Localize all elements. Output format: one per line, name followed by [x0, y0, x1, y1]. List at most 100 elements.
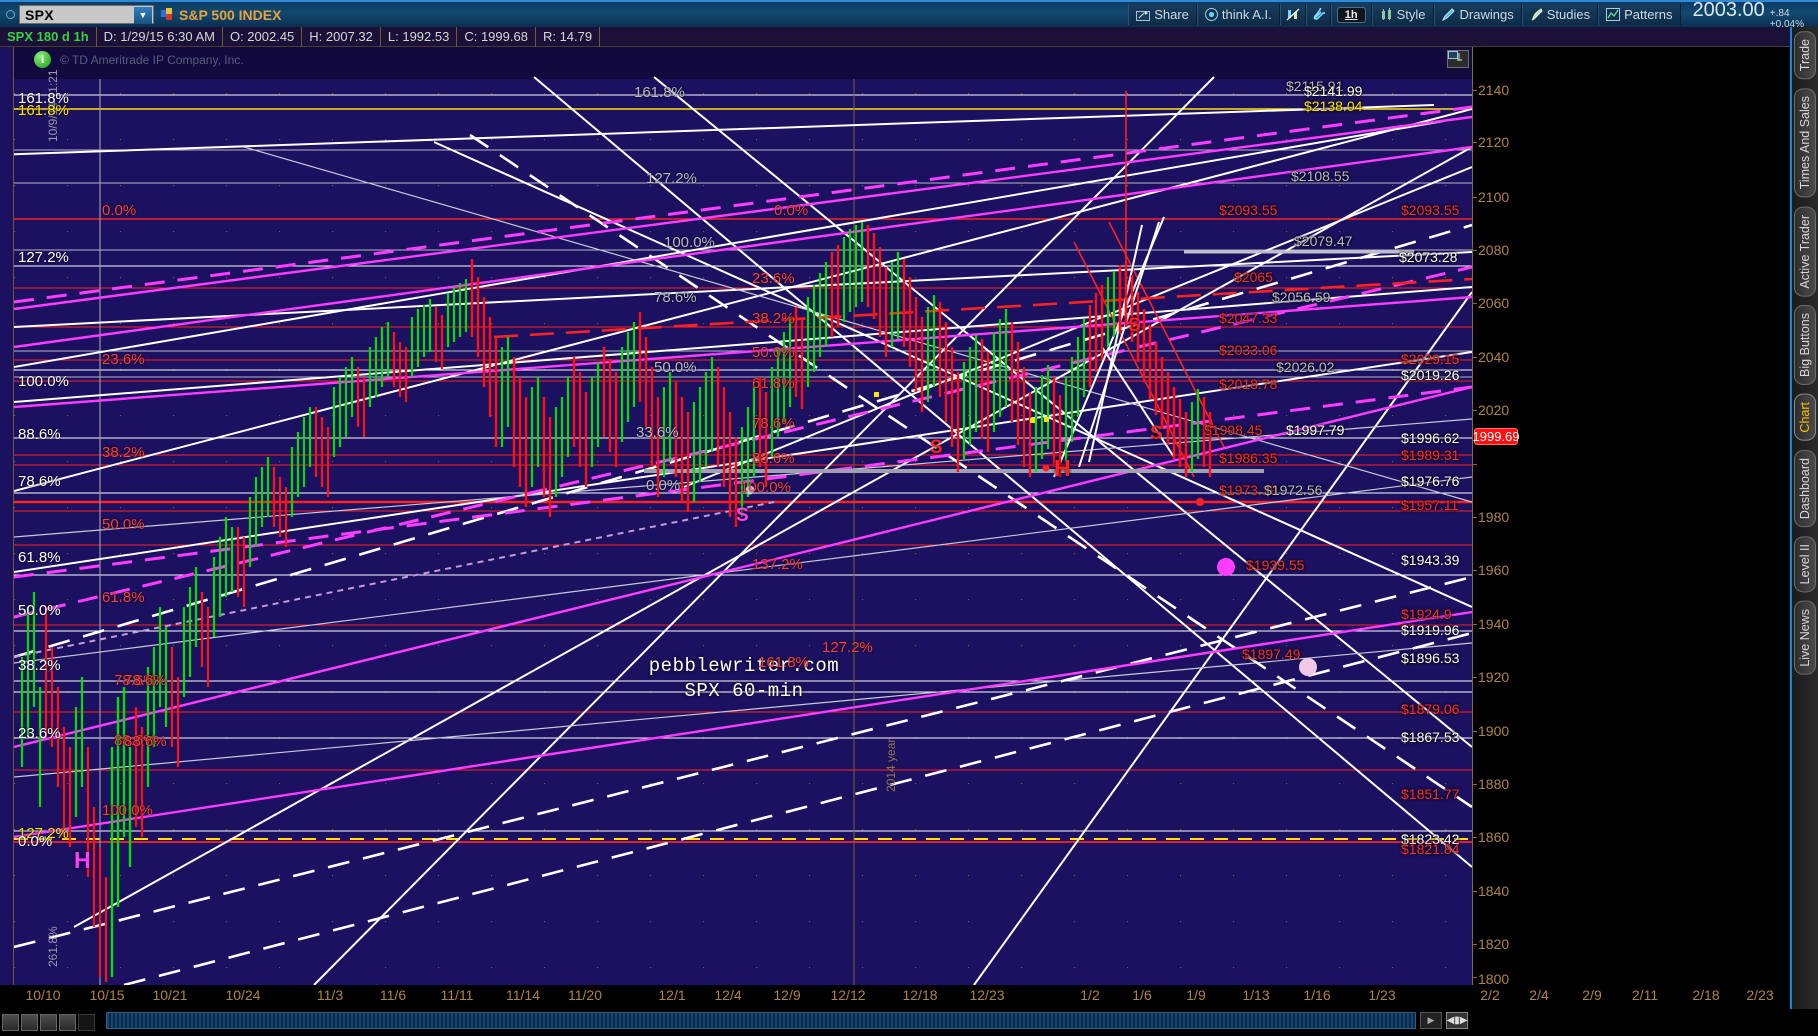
fib-inner-16: 23.6%: [752, 270, 795, 287]
drawings-button[interactable]: Drawings: [1433, 4, 1522, 25]
y-tick-2040: 2040: [1478, 349, 1510, 365]
price-label-1972: $1972.56: [1264, 482, 1323, 498]
zoom-out-button[interactable]: [40, 1014, 57, 1031]
top-toolbar: SPX ▼ S&P 500 INDEX Share think A.I. 1h …: [0, 0, 1818, 30]
price-label-1897: $1897.49: [1242, 646, 1301, 662]
year-divider-label: 2014 year: [884, 738, 898, 792]
sidebar-item-times-and-sales[interactable]: Times And Sales: [1794, 88, 1816, 198]
patterns-icon: [1606, 8, 1621, 21]
chart-tool-buttons: Share think A.I. 1h Style Drawings Studi…: [1128, 0, 1818, 30]
fib-label-left-7: 50.0%: [18, 602, 61, 619]
patterns-button[interactable]: Patterns: [1598, 4, 1681, 25]
sidebar-item-chart[interactable]: Chart: [1794, 394, 1816, 441]
marker-head-right: H: [1054, 455, 1071, 481]
fib-label-left-10: 127.2%: [18, 825, 69, 842]
price-label-1973: $1973.19: [1219, 482, 1278, 498]
settings-button[interactable]: [1305, 4, 1331, 25]
fib-inner-28: 88.6%: [124, 733, 167, 750]
style-button[interactable]: Style: [1371, 4, 1434, 25]
price-label-1879: $1879.06: [1401, 701, 1460, 717]
chevron-down-icon[interactable]: ▼: [134, 7, 152, 24]
fib-inner-2: 38.2%: [102, 444, 145, 461]
price-label-1986: $1986.35: [1219, 450, 1278, 466]
x-tick-4: 11/3: [316, 987, 344, 1003]
studies-button[interactable]: Studies: [1521, 4, 1599, 25]
marker-shoulder-1: S: [736, 505, 749, 526]
chart-watermark: pebblewriter.com SPX 60-min: [574, 654, 914, 704]
fib-inner-21: 88.6%: [752, 450, 795, 467]
fib-inner-0: 0.0%: [102, 202, 137, 219]
chart-symbol-timeframe: SPX 180 d 1h: [0, 26, 97, 47]
sidebar-item-level-ii[interactable]: Level II: [1794, 535, 1816, 593]
fib-label-left-4: 88.6%: [18, 426, 61, 443]
fib-label-left-3: 100.0%: [18, 373, 69, 390]
sidebar-item-live-news[interactable]: Live News: [1794, 601, 1816, 675]
price-label-2079: $2079.47: [1294, 233, 1353, 249]
fib-inner-6: 88.6%: [114, 732, 157, 749]
fib-inner-27: 78.6%: [124, 672, 167, 689]
tab-label-chart: Chart: [1798, 402, 1812, 433]
tab-label-times-and-sales: Times And Sales: [1798, 96, 1812, 190]
price-plot[interactable]: i © TD Ameritrade IP Company, Inc. pebbl…: [14, 47, 1472, 985]
fib-label-left-5: 78.6%: [18, 473, 61, 490]
sidebar-item-active-trader[interactable]: Active Trader: [1794, 206, 1816, 297]
tab-label-trade: Trade: [1798, 39, 1812, 72]
symbol-link-dot[interactable]: [6, 10, 15, 19]
price-label-1943: $1943.39: [1401, 552, 1460, 568]
crosshair-icon: [1448, 51, 1462, 61]
x-tick-22: 2/4: [1529, 987, 1549, 1003]
chart-expand-button[interactable]: [78, 1014, 95, 1031]
price-label-2029: $2029.15: [1401, 351, 1460, 367]
price-label-1851: $1851.77: [1401, 786, 1460, 802]
y-tick-1920: 1920: [1478, 669, 1510, 685]
marker-head-left: H: [74, 847, 91, 873]
fib-inner-15: 0.0%: [774, 202, 809, 219]
fib-inner-14: 161.8%: [634, 84, 685, 101]
price-axis[interactable]: 2140 2120 2100 2080 2060 2040 2020 1980 …: [1472, 47, 1520, 987]
price-label-2065: $2065: [1234, 269, 1273, 285]
candle-tool-button[interactable]: [1279, 4, 1306, 25]
studies-label: Studies: [1546, 7, 1591, 22]
watermark-line-1: pebblewriter.com: [648, 655, 840, 677]
fib-inner-9: 100.0%: [664, 234, 715, 251]
marker-shoulder-4: S: [1150, 423, 1163, 444]
price-label-1997: $1997.79: [1286, 422, 1345, 438]
share-button[interactable]: Share: [1128, 4, 1197, 25]
x-tick-6: 11/11: [440, 987, 474, 1003]
projection-dot-pink: [1299, 658, 1317, 676]
scroll-resize-grip[interactable]: ◀▮▶: [1446, 1012, 1468, 1029]
right-tab-rail: Trade Times And Sales Active Trader Big …: [1790, 27, 1818, 1009]
horizontal-scrollbar[interactable]: [106, 1012, 1416, 1029]
x-tick-12: 12/12: [830, 987, 866, 1003]
fib-inner-13: 0.0%: [646, 477, 681, 494]
symbol-description: S&P 500 INDEX: [179, 6, 282, 23]
style-label: Style: [1396, 7, 1426, 22]
timeframe-button[interactable]: 1h: [1330, 4, 1372, 25]
price-label-1867: $1867.53: [1401, 729, 1460, 745]
sidebar-item-dashboard[interactable]: Dashboard: [1794, 449, 1816, 527]
y-tick-1880: 1880: [1478, 776, 1510, 792]
projection-dot-magenta: [1217, 558, 1235, 576]
price-label-1996: $1996.62: [1401, 430, 1460, 446]
y-tick-2060: 2060: [1478, 295, 1510, 311]
last-price-axis-tag: 1999.69: [1472, 428, 1520, 445]
y-tick-1940: 1940: [1478, 616, 1510, 632]
symbol-input[interactable]: SPX ▼: [19, 5, 154, 24]
sidebar-item-big-buttons[interactable]: Big Buttons: [1794, 305, 1816, 386]
info-badge-icon[interactable]: i: [34, 51, 51, 68]
sidebar-item-trade[interactable]: Trade: [1794, 31, 1816, 80]
crosshair-tool-button[interactable]: [1447, 50, 1469, 68]
chart-settings-button[interactable]: [59, 1014, 76, 1031]
chart-area[interactable]: i © TD Ameritrade IP Company, Inc. pebbl…: [0, 47, 1790, 987]
date-axis[interactable]: 10/10 10/15 10/21 10/24 11/3 11/6 11/11 …: [0, 985, 1790, 1009]
think-ai-button[interactable]: think A.I.: [1196, 4, 1280, 25]
fib-inner-7: 100.0%: [102, 802, 153, 819]
zoom-fit-button[interactable]: [2, 1014, 19, 1031]
x-tick-14: 12/23: [969, 987, 1005, 1003]
price-label-1821: $1821.84: [1401, 841, 1460, 857]
fib-inner-11: 50.0%: [654, 359, 697, 376]
y-tick-2020: 2020: [1478, 402, 1510, 418]
price-label-2073: $2073.28: [1399, 249, 1458, 265]
scroll-right-button[interactable]: ▶: [1420, 1012, 1442, 1029]
zoom-in-button[interactable]: [21, 1014, 38, 1031]
